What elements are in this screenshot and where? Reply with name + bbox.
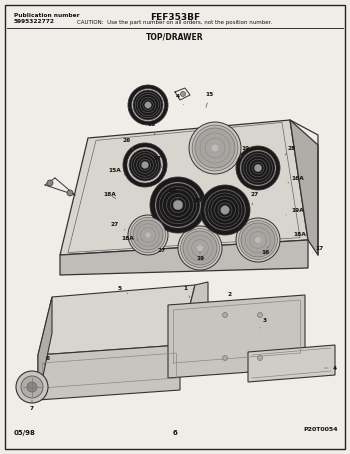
Circle shape [132,89,164,121]
Circle shape [128,85,168,125]
Circle shape [133,90,163,120]
Circle shape [223,355,228,360]
Circle shape [236,218,280,262]
Circle shape [21,376,43,398]
Circle shape [141,162,148,168]
Polygon shape [60,240,308,275]
Polygon shape [38,345,180,400]
Circle shape [183,231,217,265]
Text: 3: 3 [260,317,267,328]
Text: 15: 15 [194,197,202,210]
Circle shape [150,177,206,233]
Text: 5: 5 [118,286,128,293]
Text: 5995322772: 5995322772 [14,19,55,24]
Circle shape [258,355,262,360]
Circle shape [67,190,73,196]
Circle shape [204,189,245,231]
Text: 6: 6 [173,430,177,436]
Text: 28: 28 [285,145,296,155]
Circle shape [145,232,151,238]
Text: 4: 4 [325,365,337,370]
Circle shape [128,215,168,255]
Circle shape [195,128,235,168]
Circle shape [155,182,201,228]
Circle shape [205,190,245,230]
Text: 18: 18 [148,123,156,135]
Circle shape [258,312,262,317]
Polygon shape [38,297,52,400]
Text: 7: 7 [30,400,34,410]
Circle shape [254,237,261,243]
Circle shape [181,92,186,97]
Text: 15: 15 [206,93,214,107]
Text: 27: 27 [154,156,162,168]
Text: 2: 2 [228,292,232,303]
Circle shape [173,200,183,210]
Text: 17: 17 [313,246,324,253]
Text: 18A: 18A [288,232,306,237]
Text: 18A: 18A [104,192,116,198]
Text: 16A: 16A [288,176,304,183]
Circle shape [145,102,151,109]
Circle shape [240,150,276,186]
Polygon shape [290,120,318,255]
Text: 05/98: 05/98 [14,430,36,436]
Polygon shape [168,295,305,378]
Circle shape [189,122,241,174]
Circle shape [47,180,53,186]
Circle shape [200,185,250,235]
Circle shape [197,245,203,252]
Text: 26: 26 [123,138,133,150]
Circle shape [236,146,280,190]
Circle shape [239,221,277,259]
Circle shape [192,125,238,171]
Circle shape [241,223,275,257]
Circle shape [241,151,275,185]
Text: 6: 6 [44,355,50,365]
Circle shape [178,226,222,270]
Circle shape [27,382,37,392]
Text: 19: 19 [196,252,204,261]
Circle shape [223,312,228,317]
Circle shape [127,147,163,183]
Circle shape [133,220,163,250]
Circle shape [131,217,166,252]
Text: 18A: 18A [122,236,138,241]
Text: 15A: 15A [108,168,125,175]
Text: FEF353BF: FEF353BF [150,13,200,22]
Circle shape [220,206,229,214]
Polygon shape [60,120,308,255]
Text: 27: 27 [251,192,259,205]
Circle shape [254,164,262,172]
Circle shape [129,149,161,181]
Text: 4: 4 [176,94,183,105]
Polygon shape [38,285,195,355]
Polygon shape [248,345,335,382]
Circle shape [181,229,219,267]
Text: 16: 16 [261,247,269,256]
Text: Publication number: Publication number [14,13,80,18]
Text: 27: 27 [111,222,125,230]
Circle shape [16,371,48,403]
Text: 19A: 19A [286,207,304,215]
Circle shape [156,183,200,227]
Text: 1: 1 [183,286,190,298]
Circle shape [123,143,167,187]
Text: 26: 26 [169,188,178,200]
Text: 27: 27 [158,247,166,252]
Circle shape [211,144,219,152]
Text: CAUTION:  Use the part number on all orders, not the position number.: CAUTION: Use the part number on all orde… [77,20,273,25]
Text: P20T0054: P20T0054 [303,427,338,432]
Text: 19: 19 [240,145,249,158]
Text: TOP/DRAWER: TOP/DRAWER [146,32,204,41]
Polygon shape [180,282,208,355]
